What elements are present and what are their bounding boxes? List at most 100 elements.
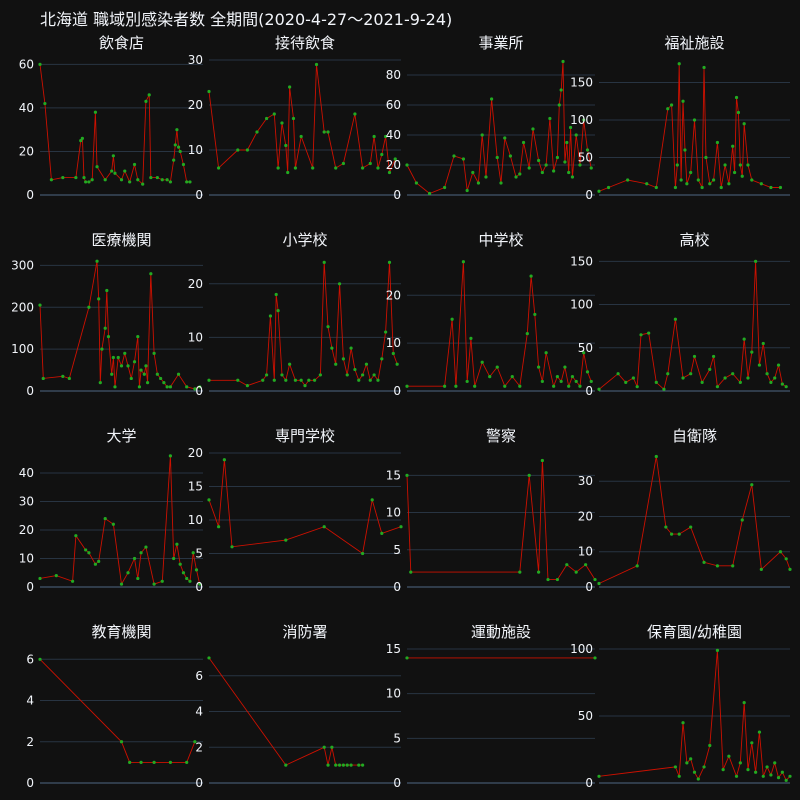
data-point: [345, 763, 349, 767]
subplot-title: 福祉施設: [664, 34, 724, 52]
y-tick-label: 150: [570, 76, 593, 90]
data-point: [103, 326, 107, 330]
data-point: [567, 384, 571, 388]
y-tick-label: 0: [393, 384, 401, 398]
data-point: [669, 532, 674, 536]
subplot-7: 中学校 0 10 20: [386, 231, 595, 398]
data-point: [784, 385, 788, 389]
data-point: [738, 761, 742, 765]
data-point: [518, 384, 522, 388]
data-point: [149, 272, 153, 276]
data-point: [261, 378, 265, 382]
data-point: [533, 312, 537, 317]
data-point: [471, 170, 475, 175]
y-tick-label: 40: [19, 466, 34, 480]
data-point: [700, 185, 704, 190]
data-point: [110, 372, 114, 376]
y-tick-label: 10: [386, 506, 401, 520]
data-point: [480, 360, 484, 364]
data-point: [531, 127, 535, 131]
data-point: [93, 110, 98, 114]
data-point: [181, 162, 186, 167]
data-point: [191, 551, 195, 555]
y-tick-label: 4: [26, 694, 34, 708]
data-point: [759, 182, 763, 186]
page-title: 北海道 職域別感染者数 全期間(2020-4-27～2021-9-24): [40, 10, 453, 29]
data-point: [769, 185, 773, 190]
data-point: [488, 375, 492, 379]
data-point: [473, 384, 477, 388]
subplot-4: 福祉施設 0 50 100 150: [570, 34, 790, 202]
data-point: [97, 297, 101, 301]
data-point: [574, 379, 578, 384]
data-point: [639, 333, 643, 337]
data-point: [168, 454, 172, 458]
data-point: [742, 122, 746, 126]
y-tick-label: 20: [578, 509, 593, 523]
y-tick-label: 10: [578, 545, 593, 559]
data-point: [510, 375, 514, 379]
data-point: [136, 334, 140, 339]
subplot-16: 保育園/幼稚園 0 50 100: [570, 623, 792, 790]
data-point: [330, 745, 334, 749]
data-point: [624, 380, 628, 384]
data-point: [43, 101, 47, 106]
series-line: [208, 459, 402, 555]
data-point: [692, 118, 697, 122]
data-point: [372, 373, 376, 377]
data-point: [754, 770, 758, 774]
data-point: [585, 370, 590, 374]
data-point: [147, 93, 151, 97]
data-point: [217, 525, 221, 529]
data-point: [293, 378, 297, 382]
data-point: [529, 274, 533, 278]
data-point: [274, 292, 278, 297]
data-point: [742, 701, 746, 705]
data-point: [570, 175, 575, 179]
y-tick-label: 0: [26, 776, 34, 790]
y-tick-label: 20: [386, 288, 401, 302]
data-point: [284, 378, 288, 382]
data-point: [561, 59, 565, 64]
data-point: [357, 378, 361, 382]
data-point: [645, 182, 649, 186]
data-point: [207, 378, 211, 382]
data-point: [736, 110, 741, 115]
y-tick-label: 50: [578, 709, 593, 723]
y-tick-label: 6: [26, 652, 34, 666]
data-point: [144, 364, 148, 368]
data-point: [450, 317, 454, 321]
y-tick-label: 100: [11, 342, 34, 356]
data-point: [361, 763, 365, 767]
series-line: [598, 261, 787, 391]
subplot-title: 医療機関: [91, 231, 151, 249]
data-point: [168, 760, 172, 764]
data-point: [105, 288, 109, 293]
data-point: [387, 170, 392, 175]
y-tick-label: 50: [578, 341, 593, 355]
data-point: [570, 375, 575, 379]
data-point: [84, 180, 88, 184]
data-point: [95, 259, 99, 263]
data-point: [742, 337, 746, 341]
data-point: [111, 154, 115, 158]
data-point: [715, 564, 720, 568]
data-point: [280, 373, 284, 377]
data-point: [606, 185, 611, 190]
data-point: [345, 373, 349, 377]
y-tick-label: 0: [195, 776, 203, 790]
subplot-3: 事業所 0 20 40 60 80: [386, 34, 595, 202]
data-point: [548, 116, 552, 121]
data-point: [307, 378, 311, 382]
data-point: [647, 331, 651, 335]
data-point: [750, 741, 754, 745]
series-line: [39, 261, 200, 390]
data-point: [152, 760, 156, 764]
data-point: [563, 365, 567, 369]
data-point: [399, 525, 403, 529]
data-point: [427, 191, 432, 196]
data-point: [178, 149, 182, 154]
data-point: [405, 163, 409, 167]
y-tick-label: 0: [26, 384, 34, 398]
y-tick-label: 4: [195, 705, 203, 719]
